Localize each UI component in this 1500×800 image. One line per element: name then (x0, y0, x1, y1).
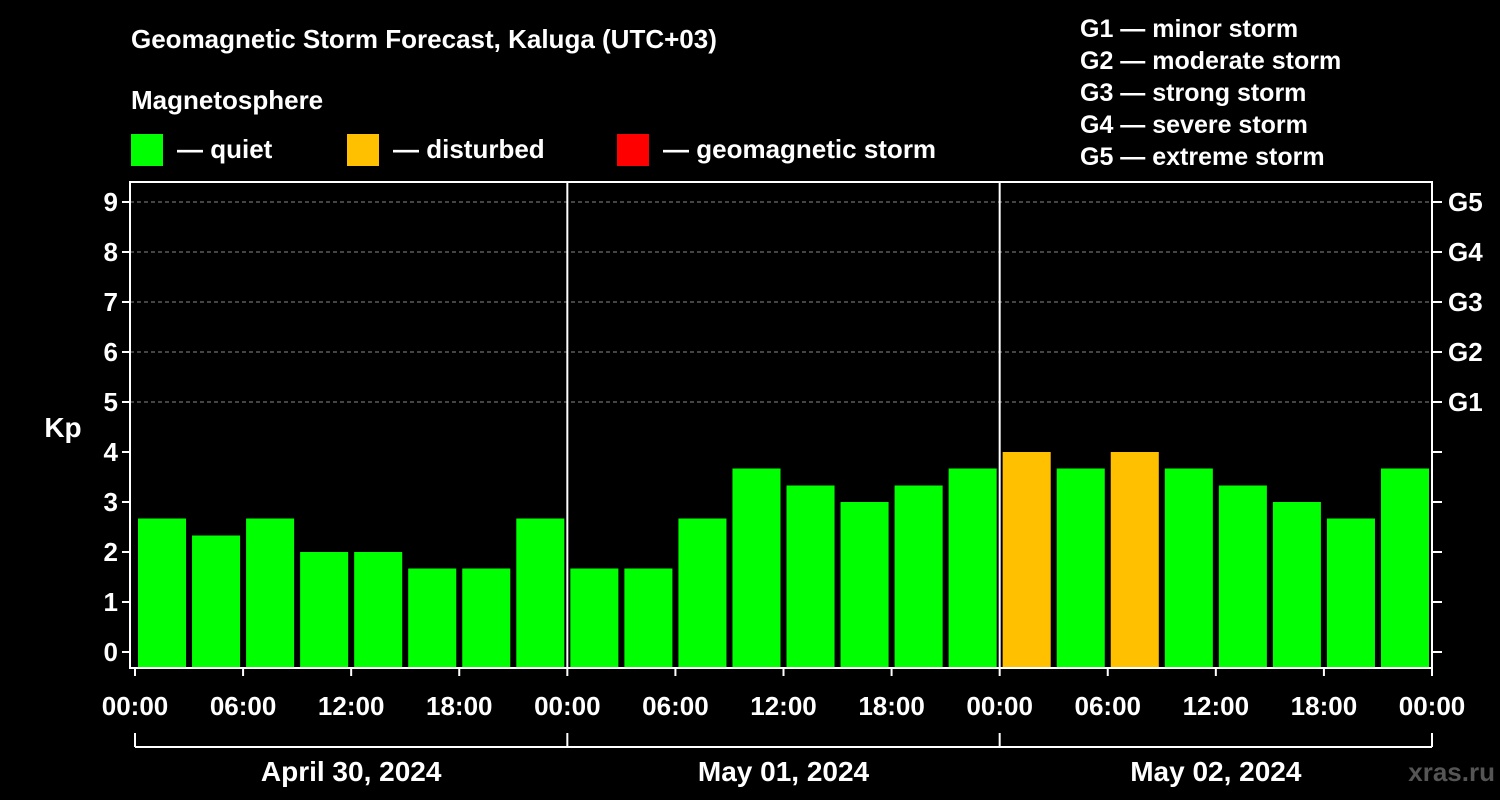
day-label: April 30, 2024 (261, 756, 442, 787)
x-tick-label: 18:00 (1291, 691, 1358, 721)
y-tick-label: 6 (104, 337, 118, 367)
g-scale-tick-label: G1 (1448, 387, 1483, 417)
kp-bar (138, 518, 187, 668)
watermark: xras.ru (1408, 757, 1495, 787)
day-label: May 01, 2024 (698, 756, 870, 787)
x-tick-label: 18:00 (426, 691, 493, 721)
kp-bar (408, 568, 457, 668)
kp-bar (300, 552, 349, 668)
storm-scale-g5: G5 — extreme storm (1080, 143, 1325, 171)
x-tick-label: 12:00 (750, 691, 817, 721)
kp-bar (786, 485, 835, 668)
y-tick-label: 3 (104, 487, 118, 517)
x-tick-label: 12:00 (1183, 691, 1250, 721)
legend-swatch-quiet (131, 134, 163, 166)
y-tick-label: 5 (104, 387, 118, 417)
x-tick-label: 18:00 (858, 691, 925, 721)
kp-bar (462, 568, 511, 668)
kp-bar (1110, 452, 1159, 668)
x-tick-label: 00:00 (1399, 691, 1466, 721)
y-tick-label: 1 (104, 587, 118, 617)
kp-bar (732, 468, 781, 668)
g-scale-tick-label: G5 (1448, 187, 1483, 217)
kp-bar (1002, 452, 1051, 668)
kp-bar (1380, 468, 1429, 668)
x-tick-label: 12:00 (318, 691, 385, 721)
legend-swatch-storm (617, 134, 649, 166)
plot-frame (129, 181, 1433, 669)
kp-bar (1272, 502, 1321, 668)
kp-bar (1164, 468, 1213, 668)
g-scale-tick-label: G2 (1448, 337, 1483, 367)
kp-bar (1218, 485, 1267, 668)
legend-title: Magnetosphere (131, 85, 323, 115)
y-axis-label: Kp (44, 412, 81, 443)
kp-bar (354, 552, 403, 668)
kp-bar (624, 568, 673, 668)
y-tick-label: 2 (104, 537, 118, 567)
day-label: May 02, 2024 (1130, 756, 1302, 787)
x-tick-label: 00:00 (534, 691, 601, 721)
kp-bar (246, 518, 295, 668)
kp-bar (1326, 518, 1375, 668)
storm-scale-g1: G1 — minor storm (1080, 15, 1298, 43)
legend-label-storm: — geomagnetic storm (663, 134, 936, 164)
legend-swatch-disturbed (347, 134, 379, 166)
storm-scale-g2: G2 — moderate storm (1080, 47, 1341, 75)
kp-bar (894, 485, 943, 668)
x-tick-label: 06:00 (642, 691, 709, 721)
g-scale-tick-label: G4 (1448, 237, 1483, 267)
g-scale-tick-label: G3 (1448, 287, 1483, 317)
kp-bar (192, 535, 241, 668)
kp-bar (570, 568, 619, 668)
kp-bar (678, 518, 727, 668)
y-tick-label: 4 (104, 437, 119, 467)
y-tick-label: 8 (104, 237, 118, 267)
legend-label-quiet: — quiet (177, 134, 273, 164)
y-tick-label: 9 (104, 187, 118, 217)
storm-scale-g4: G4 — severe storm (1080, 111, 1308, 139)
kp-bar (840, 502, 889, 668)
storm-scale-g3: G3 — strong storm (1080, 79, 1306, 107)
kp-bar (1056, 468, 1105, 668)
x-tick-label: 00:00 (966, 691, 1033, 721)
y-tick-label: 7 (104, 287, 118, 317)
kp-bar (948, 468, 997, 668)
x-tick-label: 06:00 (210, 691, 277, 721)
y-tick-label: 0 (104, 637, 118, 667)
legend-label-disturbed: — disturbed (393, 134, 545, 164)
x-tick-label: 06:00 (1075, 691, 1142, 721)
x-tick-label: 00:00 (102, 691, 169, 721)
chart-title: Geomagnetic Storm Forecast, Kaluga (UTC+… (131, 24, 717, 54)
kp-bar (516, 518, 565, 668)
